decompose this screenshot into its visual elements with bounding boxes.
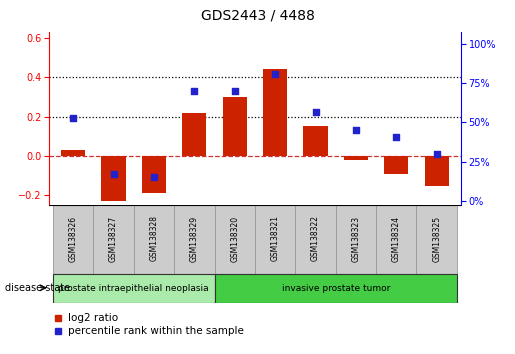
Bar xyxy=(424,156,449,185)
Bar xyxy=(174,205,215,274)
Bar xyxy=(215,205,255,274)
Bar xyxy=(255,205,295,274)
Text: prostate intraepithelial neoplasia: prostate intraepithelial neoplasia xyxy=(58,284,209,293)
Point xyxy=(312,109,320,114)
Text: GSM138327: GSM138327 xyxy=(109,215,118,262)
Bar xyxy=(344,156,368,160)
Point xyxy=(231,88,239,94)
Text: GSM138329: GSM138329 xyxy=(190,215,199,262)
Bar xyxy=(215,274,457,303)
Bar xyxy=(417,205,457,274)
Point xyxy=(69,115,77,121)
Text: GSM138321: GSM138321 xyxy=(270,216,280,262)
Point xyxy=(150,175,158,180)
Bar xyxy=(303,126,328,156)
Bar xyxy=(263,69,287,156)
Text: GSM138322: GSM138322 xyxy=(311,216,320,262)
Bar xyxy=(182,113,207,156)
Text: GSM138328: GSM138328 xyxy=(149,216,159,262)
Text: GSM138323: GSM138323 xyxy=(351,215,360,262)
Text: GDS2443 / 4488: GDS2443 / 4488 xyxy=(200,9,315,23)
Bar xyxy=(222,97,247,156)
Bar xyxy=(336,205,376,274)
Text: disease state: disease state xyxy=(5,283,70,293)
Point xyxy=(392,134,401,139)
Bar xyxy=(295,205,336,274)
Bar xyxy=(142,156,166,194)
Text: GSM138325: GSM138325 xyxy=(432,215,441,262)
Bar xyxy=(53,274,215,303)
Bar xyxy=(384,156,408,174)
Text: invasive prostate tumor: invasive prostate tumor xyxy=(282,284,390,293)
Legend: log2 ratio, percentile rank within the sample: log2 ratio, percentile rank within the s… xyxy=(54,313,244,336)
Bar xyxy=(53,205,93,274)
Point xyxy=(352,127,360,133)
Bar xyxy=(61,150,85,156)
Point xyxy=(190,88,198,94)
Bar xyxy=(134,205,174,274)
Bar xyxy=(376,205,417,274)
Point xyxy=(271,71,279,77)
Text: GSM138324: GSM138324 xyxy=(392,215,401,262)
Text: GSM138326: GSM138326 xyxy=(68,215,78,262)
Point xyxy=(109,171,117,177)
Bar xyxy=(93,205,134,274)
Text: GSM138320: GSM138320 xyxy=(230,215,239,262)
Bar xyxy=(101,156,126,201)
Point xyxy=(433,151,441,156)
